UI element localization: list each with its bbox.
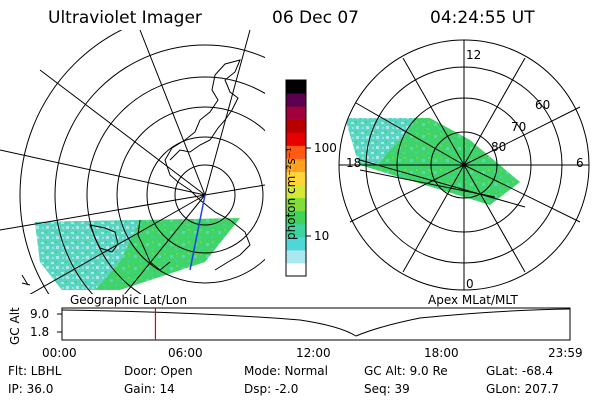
colorbar-segment [286,262,306,277]
dsp-status: Dsp: -2.0 [244,382,299,396]
colorbar-segment [286,158,306,172]
mlat-label-80: 80 [491,140,507,154]
left-panel-caption: Geographic Lat/Lon [70,293,188,307]
altitude-curve [61,308,571,337]
xtick-1200: 12:00 [296,346,331,360]
mlt-label-18: 18 [346,156,362,170]
altitude-ytick-low: 1.8 [30,325,50,339]
right-panel-caption: Apex MLat/MLT [428,293,518,307]
mlat-mlt-polar [338,39,590,291]
xtick-0000: 00:00 [42,346,77,360]
colorbar-segment [286,184,306,199]
filter-status: Flt: LBHL [8,364,62,378]
observation-time: 04:24:55 UT [430,8,535,28]
colorbar-segment [286,93,306,107]
xtick-2359: 23:59 [548,346,583,360]
mlat-label-60: 60 [535,98,551,112]
ip-status: IP: 36.0 [8,382,54,396]
colorbar-segment [286,171,306,186]
mlt-label-6: 6 [576,156,584,170]
aurora-swath-mag-edge [345,118,415,165]
seq-status: Seq: 39 [364,382,410,396]
mode-status: Mode: Normal [244,364,328,378]
glon-status: GLon: 207.7 [486,382,559,396]
glat-status: GLat: -68.4 [486,364,553,378]
altitude-ytick-high: 9.0 [30,307,50,321]
colorbar [285,79,311,277]
colorbar-segment [286,210,306,225]
gain-status: Gain: 14 [124,382,175,396]
door-status: Door: Open [124,364,193,378]
colorbar-segment [286,236,306,251]
colorbar-segment [286,145,306,159]
colorbar-unit-label: photon cm⁻²s⁻¹ [284,147,298,240]
altitude-plot [57,307,571,341]
colorbar-segment [286,106,306,120]
mlt-label-0: 0 [466,277,474,291]
geographic-map [0,30,265,294]
colorbar-segment [286,223,306,238]
colorbar-segment [286,249,306,264]
observation-date: 06 Dec 07 [272,8,359,28]
colorbar-segment [286,119,306,133]
xtick-1800: 18:00 [424,346,459,360]
colorbar-tick-100: 100 [314,141,337,155]
coastline [164,59,251,271]
instrument-title: Ultraviolet Imager [48,8,202,28]
sightline [189,194,206,271]
mlat-label-70: 70 [511,120,527,134]
colorbar-tick-10: 10 [314,229,330,243]
xtick-0600: 06:00 [168,346,203,360]
mlt-label-12: 12 [466,48,482,62]
colorbar-segment [286,80,306,94]
colorbar-segment [286,197,306,212]
altitude-ylabel: GC Alt [8,307,22,345]
gc-alt-status: GC Alt: 9.0 Re [364,364,448,378]
colorbar-segment [286,132,306,146]
